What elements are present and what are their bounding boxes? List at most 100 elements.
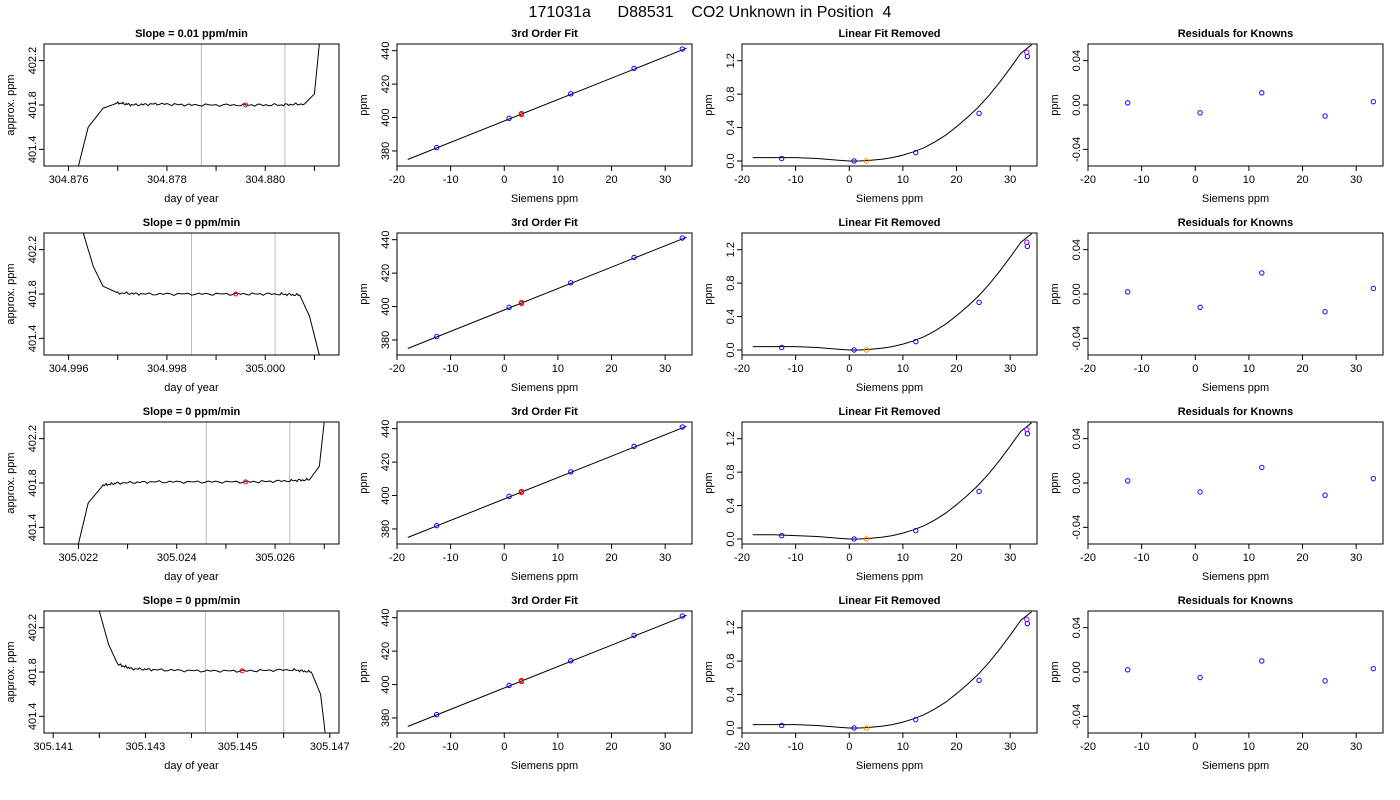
y-axis-label: approx. ppm (5, 263, 17, 324)
panel-fit3-1: 3rd Order Fit Siemens ppm ppm -20 -10 0 10 20 30… (358, 28, 693, 205)
fit-line (407, 425, 687, 538)
x-tick-label: 0 (846, 363, 852, 375)
panel-title: Slope = 0 ppm/min (143, 595, 241, 607)
y-tick-label: 0.4 (725, 309, 737, 324)
x-tick-label: -10 (788, 174, 804, 186)
known-point (568, 469, 574, 475)
y-tick-label: 400 (380, 108, 392, 126)
x-tick-label: -10 (443, 174, 459, 186)
x-tick-label: -20 (389, 363, 405, 375)
x-tick-label: 30 (1350, 552, 1362, 564)
plot-area (407, 613, 687, 727)
y-tick-label: 402.2 (27, 236, 39, 264)
y-tick-label: -0.04 (1071, 704, 1083, 729)
y-axis-label: ppm (1049, 94, 1061, 115)
known-point (913, 338, 919, 345)
x-axis-label: Siemens ppm (1202, 382, 1269, 394)
panel-title: Linear Fit Removed (838, 28, 940, 40)
highlight-point (1024, 239, 1030, 245)
y-tick-label: -0.04 (1071, 326, 1083, 351)
plot-area (1124, 90, 1377, 119)
residual-point-overlay (1197, 304, 1203, 310)
plot-frame (741, 43, 1038, 167)
known-point (679, 424, 686, 430)
plot-area (1124, 270, 1377, 315)
known-point (506, 493, 512, 500)
y-tick-label: 0.8 (725, 275, 737, 290)
known-point (631, 443, 637, 450)
plot-area (1124, 658, 1377, 684)
unknown-point (518, 111, 525, 118)
y-tick-label: 380 (380, 331, 392, 349)
panel-linres-1: Linear Fit Removed Siemens ppm ppm -20 -10 0 1… (703, 28, 1038, 205)
fit-line (407, 614, 687, 727)
residual-point-overlay (1125, 100, 1131, 106)
fit-line (407, 47, 687, 160)
panel-linres-3: Linear Fit Removed Siemens ppm ppm -20 -10 0 1… (703, 406, 1038, 583)
panel-resid-3: Residuals for Knowns Siemens ppm ppm -20 -10… (1049, 406, 1384, 583)
known-point (568, 280, 574, 286)
y-tick-label: 401.4 (27, 325, 39, 353)
known-point (631, 254, 637, 261)
residual-curve (752, 44, 1032, 162)
y-tick-label: 420 (380, 264, 392, 282)
y-tick-label: 0.04 (1071, 617, 1083, 638)
residual-point-overlay (1370, 475, 1376, 482)
plot-frame (1087, 610, 1384, 734)
residual-point-overlay (1322, 492, 1328, 498)
y-axis-label: ppm (358, 472, 370, 493)
x-tick-label: 0 (501, 174, 507, 186)
plot-area (407, 46, 687, 160)
x-tick-label: 305.143 (126, 741, 166, 753)
panel-fit3-3: 3rd Order Fit Siemens ppm ppm -20 -10 0 10 20 30… (358, 406, 693, 583)
plot-area (98, 611, 326, 733)
panel-title: Residuals for Knowns (1178, 595, 1294, 607)
y-tick-label: 402.2 (27, 614, 39, 642)
panel-title: 3rd Order Fit (511, 217, 578, 229)
known-point (506, 682, 512, 689)
highlight-point (1024, 426, 1030, 433)
y-tick-label: 0.4 (725, 498, 737, 513)
plot-frame (396, 232, 693, 356)
x-tick-label: 10 (552, 552, 564, 564)
y-axis-label: approx. ppm (5, 452, 17, 513)
plot-frame (43, 232, 340, 356)
x-tick-label: -10 (788, 741, 804, 753)
plot-frame (1087, 421, 1384, 545)
x-tick-label: 30 (659, 174, 671, 186)
x-tick-label: 30 (1004, 174, 1016, 186)
plot-area (752, 44, 1032, 164)
known-point (433, 333, 440, 340)
residual-point-overlay (1197, 489, 1203, 495)
residual-point-overlay (1322, 309, 1328, 315)
known-point (778, 344, 785, 351)
y-tick-label: -0.04 (1071, 515, 1083, 540)
panel-linres-2: Linear Fit Removed Siemens ppm ppm -20 -10 0 1… (703, 217, 1038, 394)
y-tick-label: 0.00 (1071, 94, 1083, 115)
plot-area (77, 44, 320, 166)
panel-title: Residuals for Knowns (1178, 406, 1294, 418)
trace-line (82, 233, 320, 355)
y-tick-label: 1.2 (725, 53, 737, 68)
y-tick-label: 402.2 (27, 47, 39, 75)
x-tick-label: 0 (1192, 363, 1198, 375)
panel-title: 3rd Order Fit (511, 595, 578, 607)
panel-trace-1: Slope = 0.01 ppm/min day of year approx. p… (5, 28, 340, 205)
y-tick-label: 401.4 (27, 136, 39, 164)
y-axis-label: ppm (703, 283, 715, 304)
known-point (913, 527, 919, 534)
x-tick-label: 0 (501, 363, 507, 375)
y-tick-label: 420 (380, 75, 392, 93)
x-tick-label: 305.000 (245, 363, 285, 375)
y-tick-label: 0.00 (1071, 661, 1083, 682)
plot-area (752, 611, 1032, 731)
x-tick-label: 305.141 (33, 741, 73, 753)
panel-trace-3: Slope = 0 ppm/min day of year approx. ppm 3… (5, 406, 340, 583)
y-tick-label: 420 (380, 642, 392, 660)
known-point (506, 304, 512, 311)
x-axis-label: Siemens ppm (1202, 193, 1269, 205)
y-tick-label: 420 (380, 453, 392, 471)
y-tick-label: 401.8 (27, 280, 39, 308)
residual-point-overlay (1259, 658, 1265, 664)
